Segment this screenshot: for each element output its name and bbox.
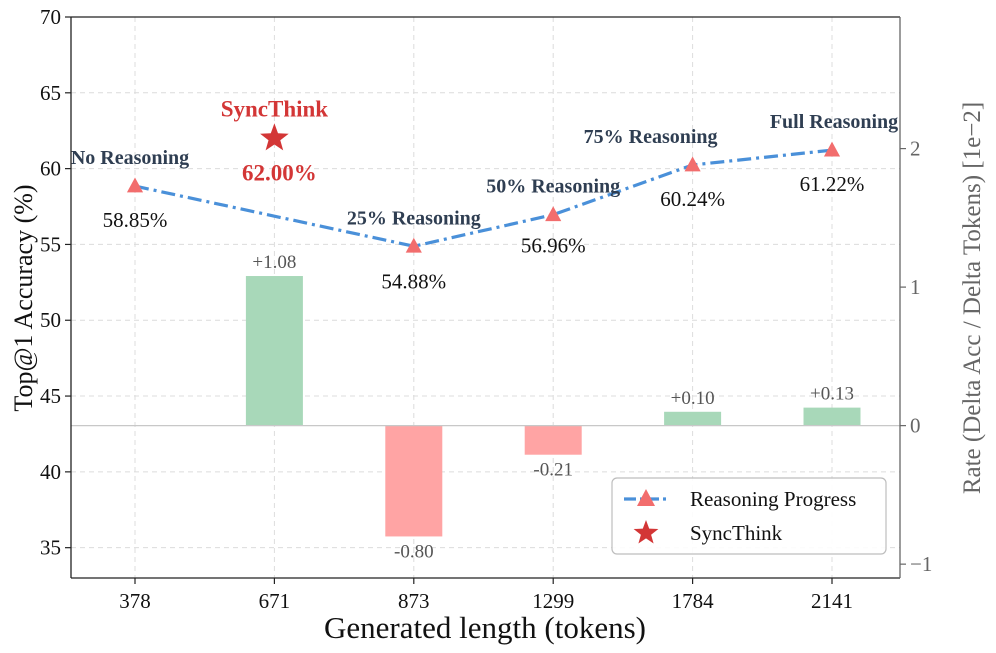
reasoning-progress-line — [126, 123, 841, 253]
stage-label: 75% Reasoning — [584, 126, 718, 148]
accuracy-value-label: 56.96% — [521, 234, 586, 258]
syncthink-value-label: 62.00% — [242, 160, 317, 185]
legend: Reasoning Progress SyncThink — [611, 477, 887, 555]
y-left-tick-label: 35 — [40, 536, 61, 560]
x-tick-label: 1299 — [532, 589, 574, 613]
rate-bar — [664, 411, 722, 426]
rate-bar — [803, 407, 861, 426]
y-left-tick-label: 45 — [40, 384, 61, 408]
x-tick-label: 873 — [398, 589, 430, 613]
accuracy-value-label: 61.22% — [800, 172, 865, 196]
y-right-tick-label: −1 — [910, 552, 932, 576]
rate-bar-label: -0.80 — [394, 541, 434, 562]
x-tick-label: 671 — [259, 589, 291, 613]
syncthink-label: SyncThink — [221, 96, 329, 121]
rate-bar-label: +0.13 — [810, 384, 854, 405]
rate-bar — [385, 425, 443, 537]
stage-label: No Reasoning — [71, 147, 189, 169]
accuracy-value-label: 58.85% — [103, 208, 168, 232]
accuracy-value-label: 54.88% — [381, 269, 446, 293]
stage-label: 50% Reasoning — [486, 176, 620, 198]
accuracy-value-label: 60.24% — [660, 187, 725, 211]
triangle-marker — [545, 206, 562, 222]
syncthink-star-marker — [260, 123, 289, 151]
triangle-marker — [684, 156, 701, 172]
y-axis-right-label: Rate (Delta Acc / Delta Tokens) [1e−2] — [959, 102, 986, 494]
rate-bar — [245, 276, 303, 426]
y-left-tick-label: 50 — [40, 308, 61, 332]
rate-bars — [245, 276, 861, 537]
legend-box — [611, 477, 887, 555]
y-right-tick-label: 1 — [910, 275, 921, 299]
x-tick-label: 2141 — [811, 589, 853, 613]
y-left-tick-label: 40 — [40, 460, 61, 484]
stage-label: Full Reasoning — [770, 111, 898, 133]
x-axis-label: Generated length (tokens) — [324, 610, 646, 645]
triangle-marker — [823, 141, 841, 157]
y-left-tick-label: 65 — [40, 81, 61, 105]
legend-triangle-marker — [637, 489, 655, 506]
y-right-tick-label: 0 — [910, 414, 921, 438]
rate-bar-label: +0.10 — [671, 388, 715, 409]
y-left-tick-label: 70 — [40, 5, 61, 29]
triangle-marker — [405, 237, 422, 253]
rate-bar-label: +1.08 — [252, 252, 296, 273]
stage-label: 25% Reasoning — [347, 207, 481, 229]
annotations: +1.08 -0.80 -0.21 +0.10 +0.13 No Reasoning 58.… — [71, 96, 898, 562]
x-tick-label: 378 — [119, 589, 151, 613]
y-right-tick-label: 2 — [910, 137, 921, 161]
rate-bar — [524, 425, 582, 455]
axes: 35 40 45 50 55 60 65 70 −1 0 1 2 378 671 873 1299 1784 21… — [40, 5, 932, 613]
y-left-tick-label: 60 — [40, 157, 61, 181]
legend-label-syncthink: SyncThink — [690, 521, 783, 545]
y-axis-left-label: Top@1 Accuracy (%) — [9, 184, 38, 411]
legend-star-marker — [633, 520, 659, 544]
triangle-marker — [126, 177, 144, 193]
x-tick-label: 1784 — [672, 589, 715, 613]
y-left-tick-label: 55 — [40, 232, 61, 256]
reasoning-progress-polyline — [134, 148, 833, 248]
legend-label-reasoning-progress: Reasoning Progress — [690, 487, 856, 511]
rate-bar-label: -0.21 — [533, 460, 573, 481]
